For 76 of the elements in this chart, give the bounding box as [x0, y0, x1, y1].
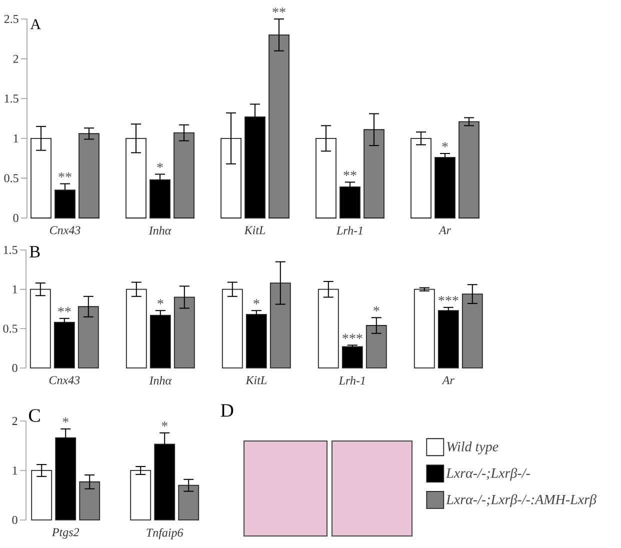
bar: [318, 288, 339, 368]
bar: [126, 288, 147, 368]
y-tick-label: 1: [14, 134, 18, 142]
y-tick-label: 1.5: [4, 246, 18, 254]
y-tick-label: 0.5: [4, 174, 18, 182]
annotation: *: [157, 162, 163, 168]
bar: [30, 288, 51, 368]
bar: [342, 346, 363, 368]
y-tick-label: 2: [12, 417, 18, 425]
bar: [458, 121, 480, 218]
x-tick-label: KitL: [246, 376, 267, 384]
y-tick-label: 0: [12, 364, 18, 372]
annotation: ***: [342, 334, 362, 339]
x-tick-label: KitL: [244, 226, 266, 234]
annotation: ***: [438, 296, 458, 302]
bar: [434, 157, 456, 218]
bar: [438, 310, 459, 368]
x-tick-label: Tnfaip6: [146, 528, 184, 540]
y-tick-label: 0.5: [3, 324, 18, 333]
x-tick-label: Inhα: [149, 376, 172, 385]
legend-label: Lxrα-/-;Lxrβ-/-:AMH-Lxrβ: [446, 494, 596, 508]
annotation: *: [158, 299, 164, 304]
bar: [410, 138, 432, 218]
chart-title: C: [28, 409, 40, 422]
bar: [178, 484, 200, 520]
annotation: *: [374, 306, 380, 312]
legend-label: Lxrα-/-;Lxrβ-/-: [446, 468, 530, 481]
bar: [316, 138, 336, 218]
annotation: **: [58, 307, 71, 312]
x-tick-label: Ar: [438, 226, 452, 234]
bar: [126, 138, 146, 218]
bar: [268, 34, 290, 218]
y-tick-label: 1: [12, 466, 18, 474]
bar: [220, 138, 242, 218]
bar: [54, 322, 75, 368]
x-tick-label: Lrh-1: [336, 226, 362, 235]
annotation: **: [272, 8, 286, 13]
annotation: **: [344, 170, 356, 176]
annotation: *: [442, 142, 448, 148]
bar: [462, 294, 483, 368]
x-tick-label: Ar: [442, 376, 454, 384]
bar: [31, 470, 52, 520]
bar: [79, 481, 100, 520]
bar: [78, 133, 100, 218]
y-tick-label: 0: [12, 516, 18, 524]
bar: [270, 282, 291, 368]
x-tick-label: Cnx43: [49, 376, 80, 384]
text: D: [220, 404, 234, 417]
chart-title: B: [30, 246, 40, 258]
annotation: **: [58, 172, 72, 178]
y-tick-label: 1.5: [4, 94, 18, 103]
bar: [340, 186, 360, 218]
bar: [246, 314, 267, 368]
bar: [174, 132, 194, 218]
annotation: *: [254, 299, 260, 304]
bar: [364, 129, 384, 218]
y-tick-label: 0: [13, 214, 18, 222]
bar: [30, 138, 52, 218]
bar: [78, 306, 99, 368]
chart-title: A: [30, 19, 41, 30]
bar: [366, 325, 387, 368]
x-tick-label: Inhα: [148, 226, 172, 235]
bar: [150, 314, 171, 368]
annotation: *: [162, 421, 168, 427]
bar: [414, 288, 435, 368]
y-tick-label: 1: [12, 285, 18, 294]
bar: [222, 288, 243, 368]
y-tick-label: 2.5: [4, 14, 18, 24]
legend-label: Wild type: [447, 442, 498, 454]
x-tick-label: Ptgs2: [52, 528, 80, 539]
x-tick-label: Cnx43: [50, 226, 80, 234]
annotation: *: [62, 418, 68, 423]
bar: [174, 296, 195, 368]
bar: [130, 470, 152, 520]
x-tick-label: Lrh-1: [338, 376, 365, 385]
y-tick-label: 2: [13, 54, 18, 63]
